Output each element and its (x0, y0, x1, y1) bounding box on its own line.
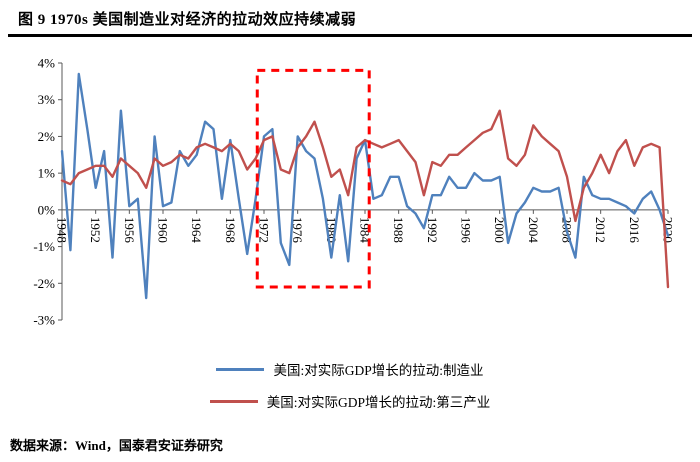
x-tick-label: 1956 (122, 217, 137, 244)
x-tick-label: 2000 (492, 217, 507, 243)
chart-svg: 4% 3% 2% 1% 0% -1% -2% -3% 1948 1952 1956 1960 1964 1… (33, 56, 675, 328)
y-tick-label: 0% (38, 202, 56, 217)
y-tick-label: 2% (38, 129, 56, 144)
x-tick-label: 1988 (391, 217, 406, 243)
x-tick-label: 2016 (627, 217, 642, 244)
y-tick-label: 1% (38, 166, 56, 181)
series-line-tertiary (60, 109, 670, 289)
x-tick-label: 1996 (459, 217, 474, 244)
x-tick-label: 1964 (189, 217, 204, 244)
x-tick-label: 1976 (290, 217, 305, 244)
legend-label-tertiary: 美国:对实际GDP增长的拉动:第三产业 (266, 395, 491, 410)
x-tick-label: 1948 (55, 217, 70, 243)
x-tick-label: 1960 (156, 217, 171, 243)
figure-title: 图 9 1970s 美国制造业对经济的拉动效应持续减弱 (18, 12, 357, 28)
tertiary-line-swatch (209, 399, 258, 403)
x-tick-label: 1952 (88, 217, 103, 243)
y-tick-label: 4% (38, 56, 56, 71)
x-tick-label: 1972 (257, 217, 272, 243)
y-tick-label: 3% (38, 92, 56, 107)
figure-title-bar: 图 9 1970s 美国制造业对经济的拉动效应持续减弱 (8, 0, 692, 37)
x-tick-label: 1968 (223, 217, 238, 243)
x-tick-label: 1992 (425, 217, 440, 243)
y-tick-label: -2% (33, 276, 55, 291)
legend-label-manufacturing: 美国:对实际GDP增长的拉动:制造业 (273, 363, 484, 378)
legend-item-manufacturing: 美国:对实际GDP增长的拉动:制造业 (216, 359, 484, 379)
manufacturing-line-swatch (216, 367, 265, 371)
legend: 美国:对实际GDP增长的拉动:制造业 美国:对实际GDP增长的拉动:第三产业 (0, 359, 700, 411)
y-tick-label: -1% (33, 239, 55, 254)
highlight-box (255, 68, 371, 289)
x-tick-label: 1984 (358, 217, 373, 244)
legend-item-tertiary: 美国:对实际GDP增长的拉动:第三产业 (209, 391, 491, 411)
x-tick-label: 2004 (526, 217, 541, 244)
y-tick-label: -3% (33, 313, 55, 328)
data-source: 数据来源：Wind，国泰君安证券研究 (10, 438, 223, 453)
series-line-manufacturing (60, 72, 670, 300)
x-tick-label: 2012 (593, 217, 608, 243)
chart: 4% 3% 2% 1% 0% -1% -2% -3% 1948 1952 1956 1960 1964 1… (0, 43, 700, 343)
